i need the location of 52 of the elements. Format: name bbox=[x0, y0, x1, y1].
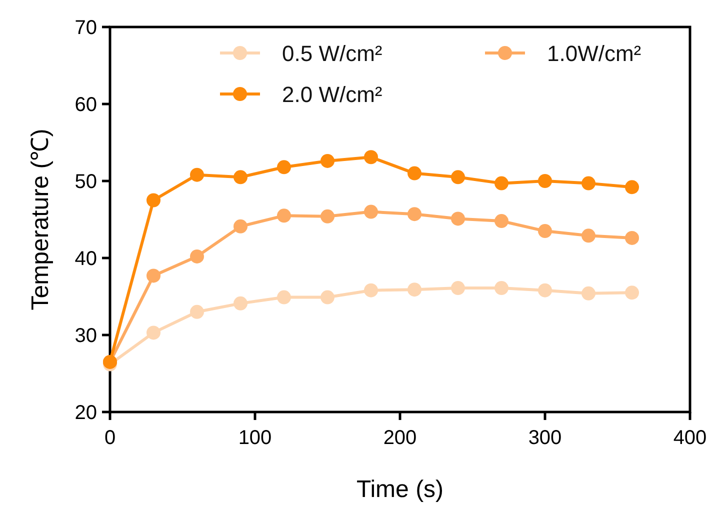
point bbox=[451, 281, 465, 296]
point bbox=[364, 283, 378, 298]
legend-label: 2.0 W/cm² bbox=[282, 82, 382, 107]
point bbox=[538, 283, 552, 298]
point bbox=[146, 268, 160, 283]
y-axis-title: Temperature (℃) bbox=[27, 128, 54, 310]
point bbox=[277, 208, 291, 223]
y-tick-label: 70 bbox=[74, 17, 97, 39]
x-tick-label: 200 bbox=[383, 427, 417, 449]
point bbox=[234, 296, 248, 310]
x-tick-label: 100 bbox=[238, 427, 272, 449]
point bbox=[582, 286, 596, 300]
point bbox=[451, 170, 465, 184]
point bbox=[582, 228, 596, 243]
x-tick-label: 0 bbox=[104, 427, 116, 449]
point bbox=[625, 286, 639, 300]
y-tick-label: 50 bbox=[74, 171, 97, 193]
point bbox=[538, 224, 552, 238]
point bbox=[494, 176, 508, 190]
point bbox=[625, 180, 639, 194]
point bbox=[234, 170, 248, 184]
point bbox=[320, 290, 334, 304]
point bbox=[408, 207, 422, 222]
y-tick-label: 20 bbox=[74, 402, 97, 424]
x-tick-label: 300 bbox=[528, 427, 562, 449]
y-tick-label: 30 bbox=[74, 325, 97, 347]
legend-label: 1.0W/cm² bbox=[547, 41, 642, 66]
point bbox=[190, 168, 204, 182]
point bbox=[320, 154, 334, 168]
y-tick-label: 40 bbox=[74, 248, 97, 270]
x-axis-title: Time (s) bbox=[356, 476, 444, 503]
point bbox=[408, 282, 422, 297]
x-tick-label: 400 bbox=[673, 427, 707, 449]
point bbox=[582, 176, 596, 190]
y-tick-label: 60 bbox=[74, 94, 97, 116]
point bbox=[320, 209, 334, 224]
point bbox=[190, 249, 204, 264]
point bbox=[408, 166, 422, 180]
point bbox=[146, 326, 160, 340]
point bbox=[190, 304, 204, 319]
point bbox=[364, 150, 378, 164]
point bbox=[625, 230, 639, 245]
point bbox=[277, 160, 291, 174]
point bbox=[146, 193, 160, 208]
point bbox=[277, 290, 291, 304]
point bbox=[494, 214, 508, 228]
point bbox=[364, 204, 378, 219]
point bbox=[234, 219, 248, 234]
point bbox=[538, 174, 552, 188]
point bbox=[451, 212, 465, 226]
legend-label: 0.5 W/cm² bbox=[282, 41, 382, 66]
point bbox=[494, 281, 508, 296]
